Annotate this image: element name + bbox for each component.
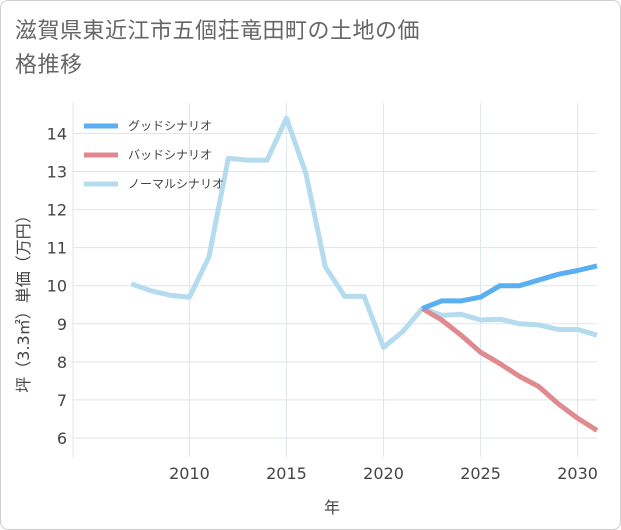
y-tick-label: 10 xyxy=(47,277,67,296)
y-tick-label: 8 xyxy=(57,353,67,372)
y-tick-label: 11 xyxy=(47,239,67,258)
legend-label: バッドシナリオ xyxy=(128,148,212,162)
y-axis-title: 坪（3.3㎡）単価（万円） xyxy=(14,207,33,392)
y-tick-label: 12 xyxy=(47,201,67,220)
x-tick-label: 2020 xyxy=(363,464,404,483)
series-line xyxy=(421,263,598,311)
y-tick-label: 7 xyxy=(57,391,67,410)
y-tick-label: 13 xyxy=(47,163,67,182)
x-axis-title: 年 xyxy=(324,498,340,517)
series-line xyxy=(421,306,599,433)
legend-label: ノーマルシナリオ xyxy=(128,177,224,191)
x-tick-label: 2030 xyxy=(557,464,598,483)
legend-label: グッドシナリオ xyxy=(128,119,212,133)
y-tick-labels: 6 7 8 9 10 11 12 13 14 xyxy=(47,124,67,448)
x-tick-label: 2015 xyxy=(266,464,307,483)
y-tick-label: 9 xyxy=(57,315,67,334)
chart-title: 滋賀県東近江市五個荘竜田町の土地の価格推移 xyxy=(15,19,421,78)
x-tick-label: 2025 xyxy=(460,464,501,483)
series-line xyxy=(130,115,598,350)
y-tick-label: 14 xyxy=(47,124,67,143)
y-tick-label: 6 xyxy=(57,429,67,448)
x-tick-labels: 2010 2015 2020 2025 2030 xyxy=(169,464,598,483)
series-lines xyxy=(130,115,599,433)
x-tick-label: 2010 xyxy=(169,464,210,483)
